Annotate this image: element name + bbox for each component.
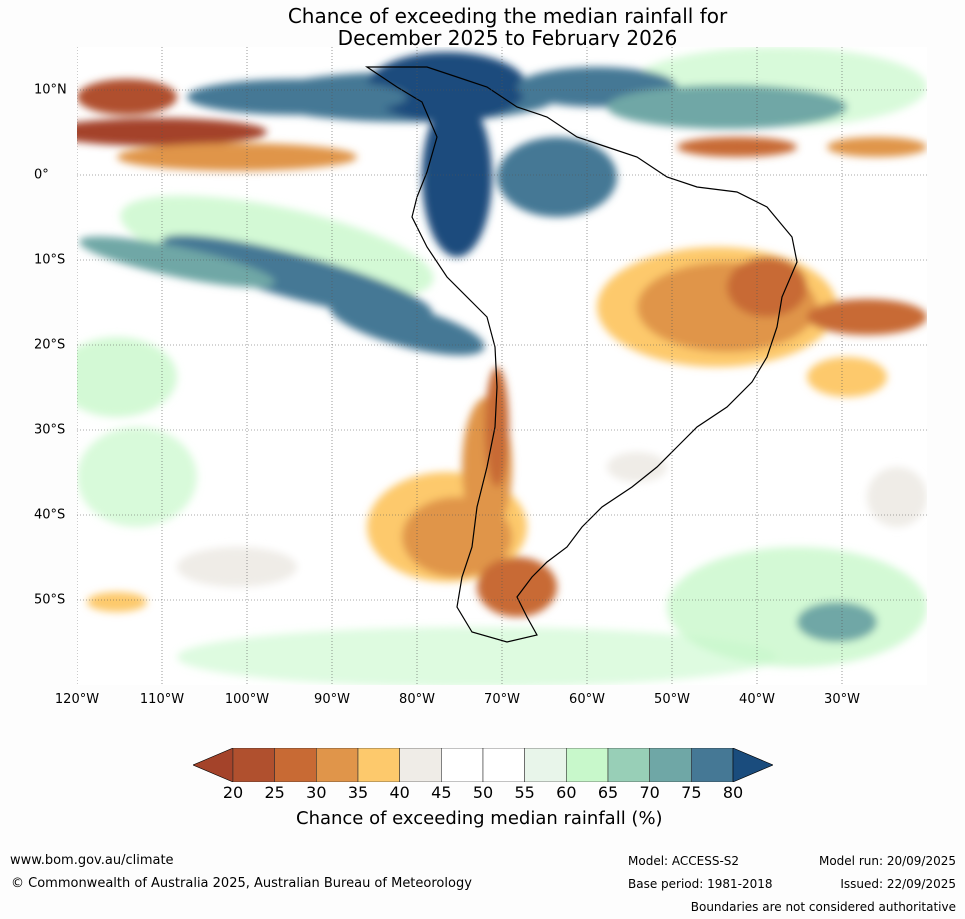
- copyright-text: © Commonwealth of Australia 2025, Austra…: [11, 876, 472, 891]
- colorbar-extend-low: [193, 748, 234, 782]
- lat-label-30s: 30°S: [34, 422, 66, 438]
- colorbar-tick-label: 55: [514, 783, 535, 802]
- website-link[interactable]: www.bom.gov.au/climate: [10, 853, 174, 868]
- issued-date: Issued: 22/09/2025: [840, 877, 956, 891]
- graticule: [77, 47, 927, 685]
- lat-label-0: 0°: [34, 167, 49, 183]
- rainfall-probability-map: [77, 47, 927, 685]
- lon-label-60w: 60°W: [569, 692, 605, 707]
- lon-label-40w: 40°W: [739, 692, 775, 707]
- colorbar-tick-label: 75: [681, 783, 702, 802]
- colorbar-segment: [524, 748, 567, 782]
- map-title-line2: December 2025 to February 2026: [337, 26, 678, 50]
- colorbar-segment: [399, 748, 442, 782]
- map-title-line1: Chance of exceeding the median rainfall …: [287, 4, 728, 28]
- colorbar-tick-label: 35: [347, 783, 369, 802]
- colorbar-tick-label: 20: [222, 783, 244, 802]
- colorbar-tick-label: 60: [556, 783, 577, 802]
- colorbar-tick-label: 70: [639, 783, 660, 802]
- colorbar-segment: [566, 748, 609, 782]
- lon-label-50w: 50°W: [654, 692, 690, 707]
- lon-label-100w: 100°W: [224, 692, 270, 707]
- colorbar-segment: [316, 748, 359, 782]
- lat-label-10n: 10°N: [34, 82, 67, 98]
- colorbar-tick-label: 40: [389, 783, 410, 802]
- lon-label-110w: 110°W: [139, 692, 185, 707]
- base-period: Base period: 1981-2018: [628, 877, 773, 891]
- colorbar-segment: [441, 748, 484, 782]
- colorbar-label: Chance of exceeding median rainfall (%): [296, 808, 663, 829]
- coastline: [365, 66, 798, 643]
- colorbar-tick-label: 25: [264, 783, 285, 802]
- colorbar-segment: [607, 748, 650, 782]
- colorbar-segment: [691, 748, 734, 782]
- colorbar-tick-label: 65: [597, 783, 619, 802]
- colorbar-tick-label: 30: [306, 783, 327, 802]
- lon-label-90w: 90°W: [314, 692, 350, 707]
- model-run-date: Model run: 20/09/2025: [818, 854, 956, 868]
- model-name: Model: ACCESS-S2: [628, 854, 740, 868]
- colorbar: [193, 748, 773, 782]
- lat-label-10s: 10°S: [34, 252, 66, 268]
- boundaries-disclaimer: Boundaries are not considered authoritat…: [690, 900, 956, 914]
- lon-label-80w: 80°W: [399, 692, 435, 707]
- colorbar-segment: [357, 748, 400, 782]
- colorbar-segment: [274, 748, 317, 782]
- colorbar-segment: [232, 748, 275, 782]
- lat-label-20s: 20°S: [34, 337, 66, 353]
- map-canvas: [77, 47, 927, 685]
- rainfall-anomaly-fields: [77, 47, 927, 685]
- colorbar-tick-label: 80: [722, 783, 744, 802]
- colorbar-tick-label: 50: [472, 783, 494, 802]
- lon-label-120w: 120°W: [54, 692, 100, 707]
- colorbar-extend-high: [732, 748, 773, 782]
- lon-label-70w: 70°W: [484, 692, 520, 707]
- lat-label-40s: 40°S: [34, 507, 66, 523]
- colorbar-segment: [482, 748, 525, 782]
- colorbar-tick-label: 45: [431, 783, 452, 802]
- colorbar-segment: [649, 748, 692, 782]
- lat-label-50s: 50°S: [34, 592, 66, 608]
- lon-label-30w: 30°W: [824, 692, 860, 707]
